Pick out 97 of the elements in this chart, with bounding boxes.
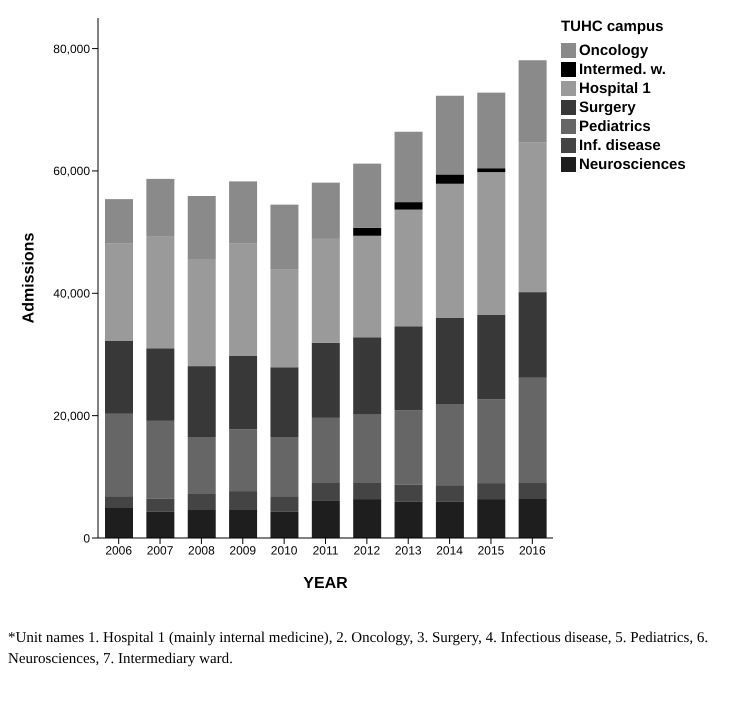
bar	[312, 238, 340, 343]
bar	[436, 485, 464, 502]
bar	[146, 348, 174, 421]
bar	[188, 260, 216, 366]
bar	[394, 209, 423, 326]
legend-label: Pediatrics	[579, 117, 651, 136]
bar	[477, 484, 506, 500]
bar	[105, 496, 133, 508]
bar	[477, 172, 506, 315]
x-tick-label: 2015	[478, 544, 505, 558]
bar	[353, 337, 382, 414]
bar	[353, 482, 382, 500]
bar	[436, 502, 464, 538]
bar	[436, 404, 464, 486]
legend-label: Intermed. w.	[579, 60, 666, 79]
bar	[353, 164, 382, 228]
bar	[353, 228, 382, 236]
bar	[105, 508, 133, 538]
bar	[436, 174, 464, 184]
bar	[188, 509, 216, 538]
bar	[394, 502, 423, 538]
bar	[105, 199, 133, 244]
bar	[146, 178, 174, 236]
bar	[146, 236, 174, 348]
bar	[188, 494, 216, 510]
bar	[394, 202, 423, 210]
bar	[270, 269, 298, 368]
y-axis-title: Admissions	[20, 232, 38, 324]
bar	[146, 420, 174, 499]
bar	[270, 512, 298, 538]
bar	[229, 429, 258, 492]
y-tick-label: 80,000	[53, 42, 90, 56]
bar	[436, 318, 464, 404]
y-tick-label: 40,000	[53, 286, 90, 301]
bar	[436, 96, 464, 175]
bar	[394, 410, 423, 485]
bar	[146, 498, 174, 512]
x-tick-label: 2008	[188, 544, 216, 558]
x-tick-label: 2009	[229, 544, 256, 558]
bar	[270, 496, 298, 512]
text: *Unit names 1. Hospital 1 (mainly internal medicine), 2. Oncology, 3. Surgery, 4. Infectious disease, 5. Pediatrics, 6. Neurosciences, 7. Intermediary ward.	[8, 629, 710, 669]
legend-label: Hospital 1	[579, 79, 651, 98]
legend-label: Oncology	[579, 41, 648, 60]
bar	[188, 196, 216, 260]
bar	[518, 498, 547, 538]
bar	[270, 204, 298, 270]
x-tick-label: 2007	[146, 544, 174, 558]
x-tick-label: 2014	[436, 544, 464, 558]
y-tick-label: 20,000	[53, 408, 90, 423]
legend-title: TUHC campus	[561, 18, 665, 35]
y-tick-label: 0	[83, 531, 90, 546]
bar	[229, 492, 258, 510]
x-tick-label: 2013	[394, 544, 422, 558]
x-tick-label: 2016	[518, 544, 546, 558]
bar	[394, 132, 423, 202]
bar	[105, 243, 133, 342]
bar	[394, 484, 423, 502]
legend-label: Inf. disease	[579, 136, 661, 155]
bar	[105, 414, 133, 496]
bar	[477, 92, 506, 168]
legend-label: Neurosciences	[579, 155, 686, 174]
x-tick-label: 2010	[270, 544, 298, 558]
bar	[353, 414, 382, 483]
bar	[188, 437, 216, 494]
bar	[312, 500, 340, 538]
bar	[394, 326, 423, 410]
bar	[229, 181, 258, 244]
bar	[518, 292, 547, 378]
x-tick-label: 2012	[354, 544, 381, 558]
bar	[353, 499, 382, 538]
bar	[312, 342, 340, 418]
y-tick-label: 60,000	[53, 164, 90, 178]
bar	[146, 512, 174, 538]
bar	[229, 509, 258, 538]
bar	[270, 367, 298, 438]
bar	[518, 142, 547, 292]
bar	[436, 184, 464, 318]
bar	[353, 236, 382, 338]
bar	[188, 366, 216, 438]
bar	[105, 341, 133, 414]
bar	[312, 417, 340, 483]
bar	[477, 168, 506, 172]
bar	[312, 482, 340, 501]
bar	[270, 437, 298, 496]
bar	[518, 482, 547, 498]
bar	[477, 399, 506, 484]
x-axis-title: YEAR	[303, 575, 348, 592]
bar	[477, 499, 506, 538]
x-tick-label: 2011	[312, 544, 339, 558]
bar	[312, 182, 340, 239]
legend-label: Surgery	[579, 98, 636, 117]
bar	[477, 314, 506, 400]
bar	[518, 378, 547, 483]
bar	[229, 356, 258, 430]
bar	[229, 243, 258, 356]
bar	[518, 60, 547, 142]
x-tick-label: 2006	[105, 544, 132, 558]
